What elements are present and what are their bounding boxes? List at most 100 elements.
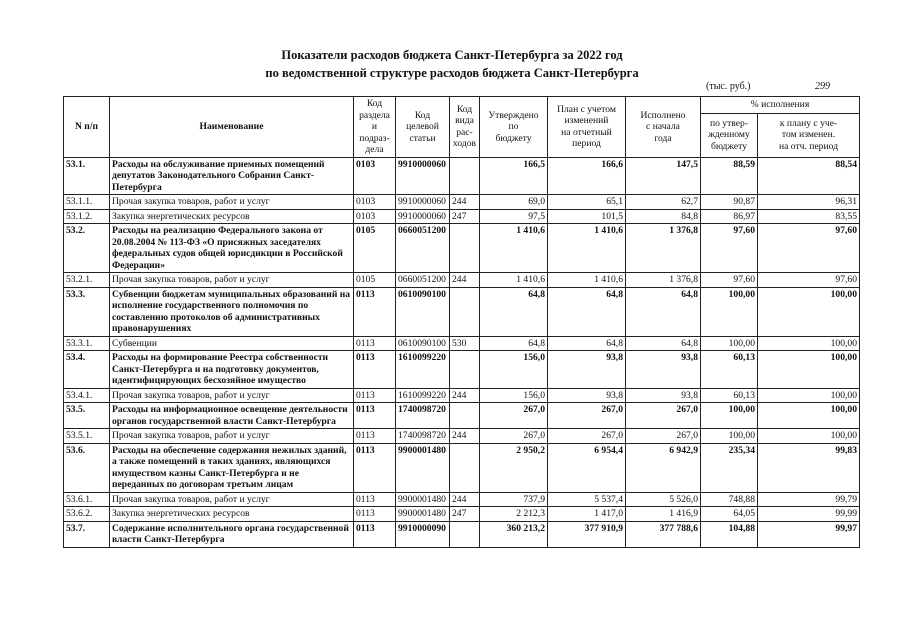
value-cell: 267,0 bbox=[625, 428, 701, 444]
value-cell: 65,1 bbox=[547, 194, 626, 210]
value-cell: 377 788,6 bbox=[625, 520, 701, 548]
value-cell: 267,0 bbox=[625, 402, 701, 429]
row-number: 53.1. bbox=[63, 156, 110, 195]
code-cell: 0113 bbox=[353, 491, 396, 507]
table-row: 53.1. Расходы на обслуживание приемных по… bbox=[63, 156, 861, 195]
row-number: 53.4.1. bbox=[63, 387, 110, 403]
row-name: Закупка энергетических ресурсов bbox=[109, 208, 354, 224]
value-cell: 97,60 bbox=[700, 272, 758, 288]
column-header: к плану с уче- том изменен. на отч. пери… bbox=[756, 112, 861, 158]
value-cell: 235,34 bbox=[700, 442, 758, 493]
row-name: Прочая закупка товаров, работ и услуг bbox=[109, 194, 354, 210]
column-header: N п/п bbox=[63, 96, 110, 158]
value-cell: 5 537,4 bbox=[547, 491, 626, 507]
code-cell: 0103 bbox=[353, 156, 396, 195]
code-cell bbox=[449, 350, 480, 389]
value-cell: 1 410,6 bbox=[479, 272, 548, 288]
value-cell: 1 410,6 bbox=[547, 272, 626, 288]
table-row: 53.5.1. Прочая закупка товаров, работ и у… bbox=[63, 428, 861, 444]
row-number: 53.1.1. bbox=[63, 194, 110, 210]
row-name: Расходы на обеспечение содержания нежилы… bbox=[109, 442, 354, 493]
value-cell: 100,00 bbox=[756, 428, 861, 444]
code-cell: 9900001480 bbox=[395, 442, 450, 493]
value-cell: 377 910,9 bbox=[547, 520, 626, 548]
value-cell: 1 410,6 bbox=[479, 223, 548, 273]
header-row: по утвер- жденному бюджету к плану с уче-… bbox=[64, 112, 861, 158]
value-cell: 64,8 bbox=[547, 335, 626, 351]
value-cell: 748,88 bbox=[700, 491, 758, 507]
value-cell: 62,7 bbox=[625, 194, 701, 210]
table-row: 53.6. Расходы на обеспечение содержания н… bbox=[63, 442, 861, 493]
value-cell: 69,0 bbox=[479, 194, 548, 210]
code-cell: 9900001480 bbox=[395, 491, 450, 507]
code-cell: 0105 bbox=[353, 272, 396, 288]
code-cell: 247 bbox=[449, 208, 480, 224]
code-cell: 0103 bbox=[353, 208, 396, 224]
table-row: 53.6.2. Закупка энергетических ресурсов 01… bbox=[63, 506, 861, 522]
value-cell: 360 213,2 bbox=[479, 520, 548, 548]
column-header: Код раздела и подраз- дела bbox=[353, 96, 396, 158]
code-cell: 244 bbox=[449, 428, 480, 444]
code-cell: 9900001480 bbox=[395, 506, 450, 522]
value-cell: 93,8 bbox=[625, 350, 701, 389]
row-name: Закупка энергетических ресурсов bbox=[109, 506, 354, 522]
header-row: N п/п Наименование Код раздела и подраз- д… bbox=[63, 96, 861, 158]
column-header: Исполнено с начала года bbox=[625, 96, 701, 158]
value-cell: 83,55 bbox=[756, 208, 861, 224]
code-cell bbox=[449, 223, 480, 273]
value-cell: 93,8 bbox=[625, 387, 701, 403]
code-cell: 1740098720 bbox=[395, 402, 450, 429]
code-cell bbox=[449, 286, 480, 337]
code-cell: 0113 bbox=[353, 387, 396, 403]
value-cell: 60,13 bbox=[700, 387, 758, 403]
code-cell bbox=[449, 156, 480, 195]
group-header: % исполнения bbox=[699, 96, 861, 114]
row-name: Расходы на информационное освещение деят… bbox=[109, 402, 354, 429]
value-cell: 100,00 bbox=[756, 335, 861, 351]
code-cell: 244 bbox=[449, 491, 480, 507]
value-cell: 84,8 bbox=[625, 208, 701, 224]
table-row: 53.2.1. Прочая закупка товаров, работ и у… bbox=[63, 272, 861, 288]
code-cell: 0113 bbox=[353, 442, 396, 493]
code-cell: 0660051200 bbox=[395, 272, 450, 288]
code-cell: 0113 bbox=[353, 520, 396, 548]
row-number: 53.3. bbox=[63, 286, 110, 337]
value-cell: 93,8 bbox=[547, 350, 626, 389]
value-cell: 2 950,2 bbox=[479, 442, 548, 493]
value-cell: 99,97 bbox=[756, 520, 861, 548]
row-number: 53.7. bbox=[63, 520, 110, 548]
code-cell: 0113 bbox=[353, 286, 396, 337]
value-cell: 64,8 bbox=[479, 286, 548, 337]
code-cell: 0610090100 bbox=[395, 335, 450, 351]
code-cell: 0103 bbox=[353, 194, 396, 210]
value-cell: 1 417,0 bbox=[547, 506, 626, 522]
code-cell bbox=[449, 520, 480, 548]
value-cell: 60,13 bbox=[700, 350, 758, 389]
row-name: Прочая закупка товаров, работ и услуг bbox=[109, 272, 354, 288]
code-cell: 9910000060 bbox=[395, 208, 450, 224]
row-name: Прочая закупка товаров, работ и услуг bbox=[109, 428, 354, 444]
table-row: 53.4.1. Прочая закупка товаров, работ и у… bbox=[63, 387, 861, 403]
value-cell: 96,31 bbox=[756, 194, 861, 210]
code-cell: 9910000060 bbox=[395, 156, 450, 195]
title-line: по ведомственной структуре расходов бюдж… bbox=[265, 66, 639, 80]
row-number: 53.1.2. bbox=[63, 208, 110, 224]
value-cell: 6 942,9 bbox=[625, 442, 701, 493]
code-cell: 0113 bbox=[353, 335, 396, 351]
table-row: 53.5. Расходы на информационное освещение… bbox=[63, 402, 861, 429]
value-cell: 267,0 bbox=[547, 402, 626, 429]
value-cell: 93,8 bbox=[547, 387, 626, 403]
code-cell: 0113 bbox=[353, 350, 396, 389]
value-cell: 737,9 bbox=[479, 491, 548, 507]
code-cell: 244 bbox=[449, 194, 480, 210]
row-name: Прочая закупка товаров, работ и услуг bbox=[109, 387, 354, 403]
value-cell: 100,00 bbox=[700, 428, 758, 444]
budget-table: N п/п Наименование Код раздела и подраз- д… bbox=[63, 96, 861, 548]
value-cell: 100,00 bbox=[756, 286, 861, 337]
value-cell: 1 376,8 bbox=[625, 272, 701, 288]
row-name: Субвенции bbox=[109, 335, 354, 351]
row-number: 53.3.1. bbox=[63, 335, 110, 351]
code-cell: 0113 bbox=[353, 428, 396, 444]
row-name: Содержание исполнительного органа госуда… bbox=[109, 520, 354, 548]
table-row: 53.1.1. Прочая закупка товаров, работ и у… bbox=[63, 194, 861, 210]
